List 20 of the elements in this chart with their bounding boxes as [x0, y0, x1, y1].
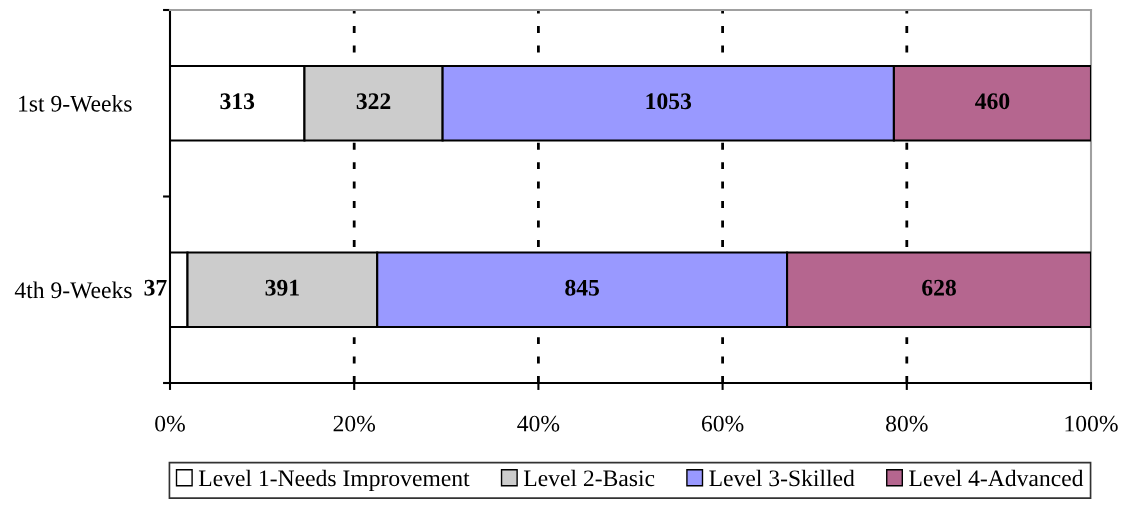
y-tick-label: 1st 9-Weeks	[19, 95, 132, 112]
x-tick-label: 60%	[701, 415, 744, 432]
legend-label: Level 2-Basic	[523, 469, 655, 487]
legend-label: Level 3-Skilled	[709, 469, 855, 487]
annotation: 391	[265, 279, 299, 296]
annotation: 313	[220, 93, 255, 110]
x-tick-label: 20%	[333, 415, 376, 432]
annotation: 1053	[646, 93, 692, 110]
annotation: 460	[975, 93, 1010, 110]
text: 37	[144, 279, 167, 296]
x-tick-label: 100%	[1065, 415, 1118, 432]
legend-label: Level 4-Advanced	[909, 469, 1084, 487]
legend-label: Level 1-Needs Improvement	[198, 469, 470, 492]
annotation: 845	[565, 279, 599, 296]
x-tick-label: 0%	[155, 415, 185, 432]
y-tick-label: 4th 9-Weeks	[14, 281, 132, 299]
x-tick-label: 40%	[517, 415, 560, 432]
annotation: 322	[356, 93, 391, 110]
annotation: 628	[922, 279, 956, 296]
x-tick-label: 80%	[886, 415, 928, 432]
